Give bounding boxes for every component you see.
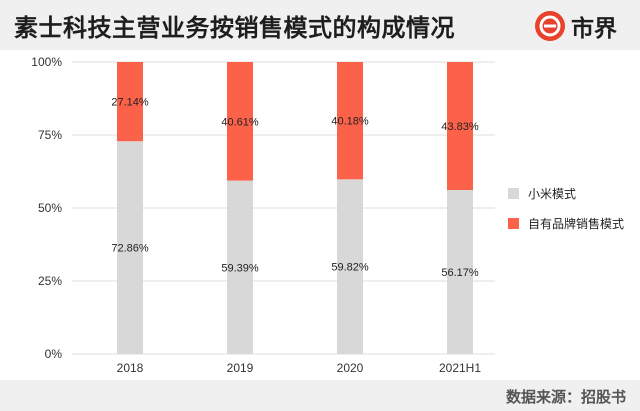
chart-area: 0% 25% 50% 75% 100% 72.86% 27.14% 2018 59.39% 40.…: [0, 50, 640, 380]
bar-own-brand-2020: [337, 62, 363, 180]
x-tick-label: 2018: [117, 361, 144, 375]
footer-bar: 数据来源：招股书: [0, 380, 640, 411]
bar-xiaomi-2018: [117, 141, 143, 354]
header-bar: 素士科技主营业务按销售模式的构成情况 市界: [0, 0, 640, 50]
legend-swatch: [508, 188, 519, 199]
y-tick-label: 75%: [38, 128, 62, 142]
page-title: 素士科技主营业务按销售模式的构成情况: [14, 15, 455, 42]
legend-label: 自有品牌销售模式: [528, 216, 624, 231]
data-source: 数据来源：招股书: [505, 389, 626, 406]
x-tick-label: 2021H1: [439, 361, 481, 375]
shijie-logo-icon: [535, 11, 565, 41]
legend-label: 小米模式: [528, 187, 576, 201]
bar-own-brand-2019: [227, 62, 253, 181]
logo-text: 市界: [571, 15, 617, 41]
bar-own-brand-2018: [117, 62, 143, 142]
y-tick-label: 0%: [45, 347, 63, 361]
y-tick-label: 25%: [38, 274, 62, 288]
bar-xiaomi-2020: [337, 179, 363, 354]
brand-logo: 市界: [535, 9, 635, 43]
bar-xiaomi-2021H1: [447, 189, 473, 354]
data-label: 27.14%: [111, 97, 149, 109]
data-label: 40.18%: [331, 116, 369, 128]
y-tick-label: 100%: [31, 55, 62, 69]
x-tick-label: 2020: [337, 361, 364, 375]
data-label: 40.61%: [221, 116, 259, 128]
x-tick-label: 2019: [227, 361, 254, 375]
data-label: 43.83%: [441, 121, 479, 133]
stacked-bar-chart: 0% 25% 50% 75% 100% 72.86% 27.14% 2018 59.39% 40.…: [31, 55, 624, 375]
y-tick-label: 50%: [38, 201, 62, 215]
data-label: 72.86%: [111, 243, 149, 255]
data-label: 59.39%: [221, 262, 259, 274]
legend-swatch: [508, 218, 519, 229]
bar-own-brand-2021H1: [447, 62, 473, 190]
bar-xiaomi-2019: [227, 180, 253, 354]
data-label: 59.82%: [331, 262, 369, 274]
data-label: 56.17%: [441, 267, 479, 279]
